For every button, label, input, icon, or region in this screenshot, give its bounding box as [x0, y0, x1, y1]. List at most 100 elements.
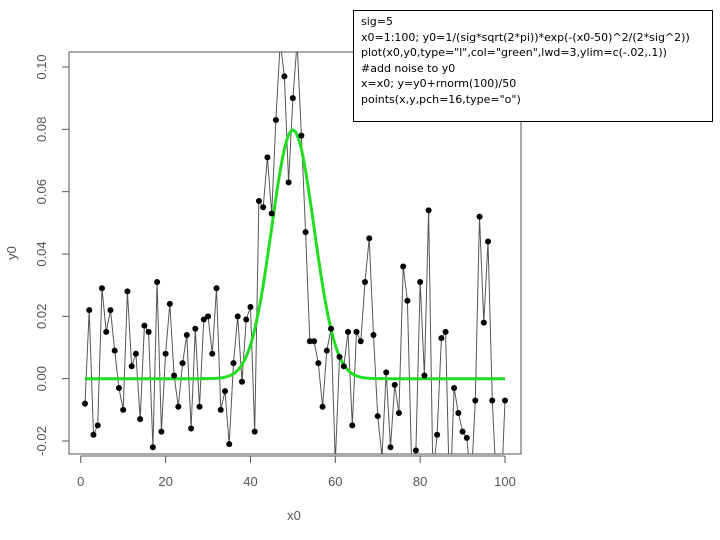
data-point — [417, 279, 424, 286]
data-point — [264, 154, 271, 161]
y-tick-label: 0.08 — [34, 117, 49, 142]
data-point — [409, 463, 415, 469]
data-point — [370, 332, 377, 339]
code-line: #add noise to y0 — [361, 61, 456, 75]
data-point — [472, 397, 479, 404]
data-point — [243, 316, 250, 323]
code-line: x=x0; y=y0+rnorm(100)/50 — [361, 77, 517, 90]
data-point — [192, 325, 199, 332]
x-tick-label: 20 — [158, 474, 172, 489]
data-point — [451, 385, 458, 392]
data-point — [485, 238, 492, 245]
data-point — [476, 213, 483, 220]
x-tick-label: 100 — [494, 474, 516, 489]
x-tick-label: 0 — [77, 474, 84, 489]
data-point — [238, 378, 245, 385]
data-point — [323, 347, 330, 354]
data-point — [489, 397, 496, 404]
data-point — [302, 229, 309, 236]
data-point — [196, 403, 203, 410]
data-point — [319, 403, 326, 410]
data-point — [90, 431, 97, 438]
data-point — [179, 360, 186, 367]
code-line: sig=5 — [361, 15, 393, 28]
data-point — [430, 472, 436, 478]
data-point — [380, 453, 384, 454]
data-point — [86, 307, 93, 314]
y-axis-title: y0 — [4, 246, 19, 260]
data-point — [209, 350, 216, 357]
data-point — [498, 500, 504, 506]
data-point — [251, 428, 258, 435]
data-point — [82, 400, 88, 407]
noisy-series-line — [84, 52, 506, 454]
data-point — [362, 279, 368, 286]
data-point — [353, 328, 360, 335]
data-point — [230, 360, 237, 367]
data-point — [111, 347, 118, 354]
data-point — [103, 328, 110, 335]
y-tick-label: 0.06 — [34, 179, 49, 204]
data-point — [162, 350, 169, 357]
data-point — [107, 307, 114, 314]
data-point — [222, 388, 228, 395]
data-point — [294, 39, 300, 45]
data-point — [480, 319, 487, 326]
data-point — [183, 332, 190, 339]
data-point — [425, 207, 432, 214]
data-point — [124, 288, 131, 295]
data-point — [400, 263, 407, 270]
data-point — [311, 338, 318, 345]
data-point — [442, 328, 449, 335]
data-point — [357, 338, 364, 345]
data-point — [391, 381, 398, 388]
data-point — [421, 372, 428, 379]
data-point — [345, 328, 352, 335]
data-point — [387, 444, 394, 451]
noisy-series-points — [82, 39, 508, 506]
data-point — [298, 132, 305, 139]
data-point — [145, 328, 152, 335]
data-point — [128, 363, 135, 370]
data-point — [383, 369, 390, 376]
data-point — [289, 95, 296, 102]
y-tick-label: 0.02 — [34, 304, 49, 329]
x-tick-label: 60 — [328, 474, 342, 489]
data-point — [281, 73, 288, 80]
data-point — [434, 431, 441, 438]
y-tick-label: -0.02 — [34, 426, 49, 456]
data-point — [285, 179, 292, 186]
data-point — [412, 447, 419, 454]
code-line: x0=1:100; y0=1/(sig*sqrt(2*pi))*exp(-(x0… — [361, 30, 690, 44]
data-point — [463, 434, 470, 441]
data-point — [255, 198, 262, 205]
data-point — [158, 428, 165, 435]
data-point — [468, 482, 474, 488]
data-point — [328, 325, 335, 332]
data-point — [502, 397, 508, 404]
data-point — [188, 425, 195, 432]
data-point — [166, 300, 173, 307]
x-axis-title: x0 — [287, 508, 301, 523]
data-point — [268, 210, 275, 217]
code-annotation-box: sig=5 x0=1:100; y0=1/(sig*sqrt(2*pi))*ex… — [353, 10, 713, 122]
data-point — [366, 235, 373, 242]
data-point — [120, 406, 127, 413]
y-tick-label: 0.10 — [34, 54, 49, 79]
data-point — [459, 428, 466, 435]
data-point — [374, 413, 381, 420]
y-axis: -0.02 0.00 0.02 0.04 0.06 0.08 0.10 — [34, 54, 70, 456]
data-point — [98, 285, 105, 292]
code-line: plot(x0,y0,type="l",col="green",lwd=3,yl… — [361, 46, 667, 59]
data-point — [438, 335, 445, 342]
gaussian-curve — [85, 128, 505, 381]
data-point — [234, 313, 241, 320]
data-point — [336, 353, 343, 360]
data-point — [217, 406, 224, 413]
data-point — [404, 297, 411, 304]
data-point — [272, 116, 279, 123]
data-point — [115, 385, 122, 392]
x-tick-label: 80 — [413, 474, 427, 489]
data-point — [149, 444, 156, 451]
code-line: points(x,y,pch=16,type="o") — [361, 92, 521, 106]
